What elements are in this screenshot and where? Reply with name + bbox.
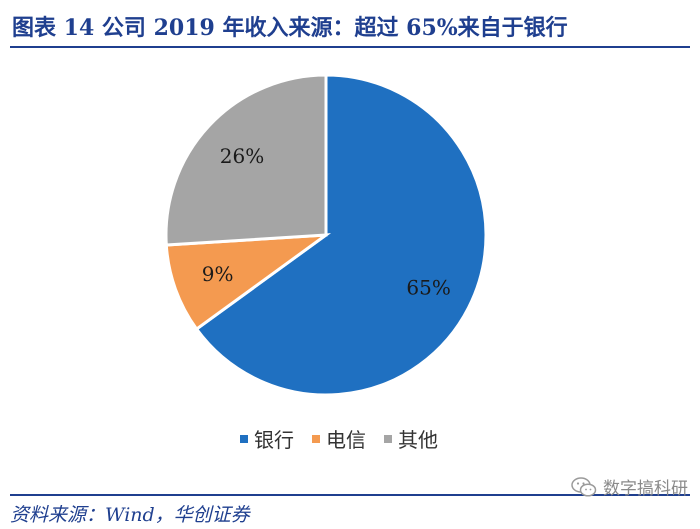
- chart-title: 图表 14 公司 2019 年收入来源：超过 65%来自于银行: [12, 15, 568, 41]
- slice-value-label-3: 26%: [220, 144, 264, 168]
- watermark: 数字搞科研: [571, 474, 688, 499]
- legend-label-1: 银行: [254, 428, 294, 452]
- legend-swatch-3: [384, 435, 392, 443]
- legend-swatch-2: [312, 435, 320, 443]
- pie-slice-3: [164, 73, 328, 247]
- watermark-text: 数字搞科研: [603, 479, 688, 499]
- legend-swatch-1: [240, 435, 248, 443]
- source-note: 资料来源：Wind，华创证券: [10, 504, 250, 526]
- title-bar: 图表 14 公司 2019 年收入来源：超过 65%来自于银行: [10, 6, 690, 48]
- chart-area: 65% 9% 26% 银行 电信 其他: [0, 48, 700, 488]
- wechat-icon: [571, 476, 597, 497]
- slice-value-label-2: 9%: [202, 262, 234, 286]
- legend-label-2: 电信: [326, 428, 366, 452]
- pie-slice-1: [194, 73, 488, 397]
- legend-label-3: 其他: [398, 428, 438, 452]
- pie-slice-2: [164, 233, 332, 332]
- slice-value-label-1: 65%: [406, 275, 450, 299]
- footer-divider: [10, 494, 690, 496]
- pie-chart: 65% 9% 26% 银行 电信 其他: [164, 73, 488, 452]
